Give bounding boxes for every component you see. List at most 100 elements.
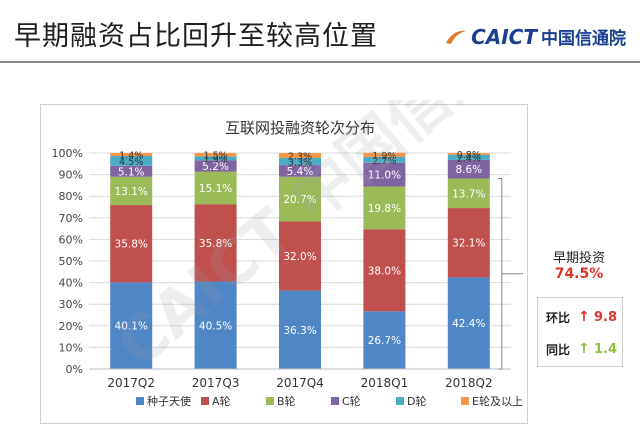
bar-segment — [110, 156, 153, 166]
bar-segment — [279, 157, 321, 166]
legend-label: B轮 — [277, 394, 296, 408]
data-label: 20.7% — [283, 194, 316, 206]
data-label: 1.4% — [119, 151, 143, 162]
bar-segment — [447, 153, 490, 155]
data-label: 1.9% — [372, 151, 396, 162]
data-label: 2.3% — [288, 151, 312, 162]
bar-segment — [279, 153, 321, 158]
bar-segment — [447, 277, 490, 369]
bar-segment — [447, 178, 490, 209]
data-label: 38.0% — [368, 265, 401, 277]
legend-label: 种子天使 — [147, 394, 191, 408]
data-label: 13.1% — [115, 186, 148, 198]
data-label: 35.8% — [115, 239, 148, 251]
data-label: 32.0% — [283, 251, 316, 263]
legend-swatch — [461, 397, 469, 405]
logo-swoosh-icon — [446, 30, 467, 44]
y-tick-label: 60% — [59, 233, 83, 246]
data-label: 8.6% — [455, 164, 482, 176]
legend-swatch — [331, 397, 339, 405]
data-label: 26.7% — [368, 335, 401, 347]
x-tick-label: 2018Q2 — [445, 376, 493, 390]
bar-segment — [110, 282, 153, 369]
bar-segment — [194, 204, 237, 282]
data-label: 0.8% — [457, 150, 481, 161]
up-arrow-icon: ↑ — [578, 341, 590, 357]
data-label: 13.7% — [452, 188, 485, 200]
legend-label: A轮 — [212, 394, 231, 408]
data-label: 36.3% — [283, 325, 316, 337]
bar-segment — [363, 156, 406, 163]
early-investment-title: 早期投资 — [552, 251, 605, 266]
data-label: 2.7% — [372, 156, 396, 167]
y-tick-label: 10% — [59, 341, 83, 354]
legend-swatch — [136, 397, 144, 405]
bar-segment — [363, 152, 406, 157]
data-label: 32.1% — [452, 238, 485, 250]
logo-cn-text: 中国信通院 — [541, 29, 626, 49]
legend-swatch — [396, 397, 404, 405]
data-label: 40.1% — [115, 321, 148, 333]
comparison-box: 环比 ↑ 9.8 同比 ↑ 1.4 — [537, 297, 623, 367]
bar-segment — [110, 205, 153, 283]
y-tick-label: 0% — [66, 363, 83, 376]
bar-segment — [194, 153, 237, 157]
y-tick-label: 100% — [52, 147, 83, 160]
data-label: 5.2% — [202, 161, 229, 173]
legend-label: E轮及以上 — [472, 394, 523, 408]
data-label: 15.1% — [199, 183, 232, 195]
bar-segment — [279, 290, 321, 369]
legend-label: C轮 — [342, 394, 361, 408]
bar-segment — [447, 208, 490, 278]
legend-swatch — [201, 397, 209, 405]
slide-title: 早期融资占比回升至较高位置 — [14, 21, 378, 52]
y-tick-label: 40% — [59, 277, 83, 290]
x-tick-label: 2017Q3 — [192, 376, 240, 390]
bar-segment — [110, 176, 153, 206]
up-arrow-icon: ↑ — [578, 309, 590, 325]
data-label: 5.4% — [287, 166, 314, 178]
y-tick-label: 30% — [59, 298, 83, 311]
y-tick-label: 80% — [59, 190, 83, 203]
mom-label: 环比 — [545, 310, 570, 325]
legend-label: D轮 — [407, 394, 426, 408]
caict-logo: CAICT 中国信通院 — [445, 24, 626, 49]
bar-segment — [194, 160, 237, 172]
legend-swatch — [266, 397, 274, 405]
bar-segment — [363, 229, 406, 312]
bar-segment — [279, 221, 321, 291]
bar-segment — [194, 281, 237, 369]
bar-segment — [194, 156, 237, 161]
bar-segment — [447, 154, 490, 160]
bar-segment — [110, 153, 153, 157]
x-tick-label: 2017Q2 — [107, 376, 155, 390]
data-label: 1.5% — [204, 151, 228, 162]
yoy-row: 同比 ↑ 1.4 — [538, 334, 622, 364]
yoy-value: 1.4 — [594, 341, 618, 357]
data-label: 42.4% — [452, 318, 485, 330]
y-tick-label: 20% — [59, 320, 83, 333]
data-label: 11.0% — [368, 170, 401, 182]
data-label: 3.3% — [288, 158, 312, 169]
yoy-label: 同比 — [545, 342, 570, 357]
bar-segment — [363, 311, 406, 369]
mom-value: 9.8 — [594, 309, 618, 325]
data-label: 2.4% — [457, 153, 481, 164]
x-tick-label: 2018Q1 — [361, 376, 409, 390]
bar-segment — [363, 186, 406, 230]
data-label: 1.9% — [204, 154, 228, 165]
chart-container: 互联网投融资轮次分布 0% 10% 20% 30% 40% 50% 60% 70% 80% 90% 1… — [40, 104, 528, 424]
title-divider — [0, 61, 640, 63]
bar-segment — [194, 171, 237, 205]
data-label: 5.1% — [118, 166, 145, 178]
y-tick-label: 90% — [59, 169, 83, 182]
y-tick-label: 70% — [59, 212, 83, 225]
chart-title: 互联网投融资轮次分布 — [225, 119, 375, 137]
data-label: 4.5% — [119, 157, 143, 168]
data-label: 40.5% — [199, 320, 232, 332]
data-label: 35.8% — [199, 238, 232, 250]
y-tick-label: 50% — [59, 255, 83, 268]
early-investment-value: 74.5% — [554, 266, 604, 282]
bar-segment — [110, 165, 153, 177]
data-label: 19.8% — [368, 203, 401, 215]
